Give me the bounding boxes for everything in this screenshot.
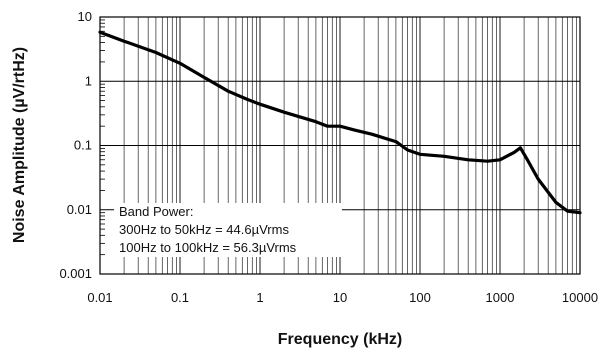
x-axis-title: Frequency (kHz) <box>278 331 402 348</box>
x-tick-label: 0.1 <box>171 290 189 305</box>
annotation-line-2: 300Hz to 50kHz = 44.6µVrms <box>119 222 289 237</box>
x-tick-label: 1000 <box>486 290 515 305</box>
series-line <box>98 30 582 215</box>
tick-labels: 0.01 0.1 1 10 100 1000 10000 10 1 0.1 0.01 0.001 <box>59 9 598 305</box>
y-tick-label: 0.1 <box>74 138 92 153</box>
annotation-line-1: Band Power: <box>119 204 193 219</box>
x-tick-label: 10 <box>333 290 347 305</box>
plot-frame <box>99 16 581 275</box>
x-tick-label: 10000 <box>562 290 598 305</box>
annotation-line-3: 100Hz to 100kHz = 56.3µVrms <box>119 240 297 255</box>
series-group <box>98 30 582 215</box>
y-tick-label: 0.001 <box>59 266 92 281</box>
y-axis-title: Noise Amplitude (µV/rtHz) <box>11 47 28 243</box>
annotation-background <box>114 203 342 257</box>
y-tick-label: 1 <box>85 73 92 88</box>
y-tick-label: 0.01 <box>67 202 92 217</box>
x-tick-label: 0.01 <box>87 290 112 305</box>
y-tick-label: 10 <box>78 9 92 24</box>
x-tick-label: 1 <box>256 290 263 305</box>
x-tick-label: 100 <box>409 290 431 305</box>
